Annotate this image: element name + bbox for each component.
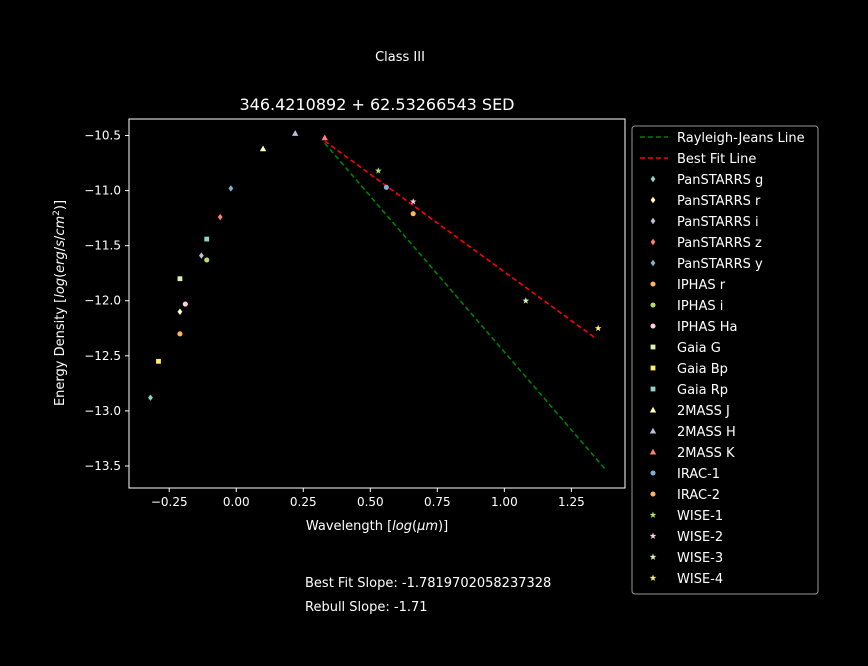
x-tick-label: 0.75 bbox=[424, 495, 451, 509]
legend-swatch-gaia-bp bbox=[650, 365, 656, 371]
y-tick-label: −13.5 bbox=[84, 459, 121, 473]
y-tick-label: −13.0 bbox=[84, 404, 121, 418]
legend-swatch-wise-1 bbox=[649, 511, 657, 518]
data-points bbox=[148, 130, 602, 401]
iphas-i-point bbox=[204, 257, 210, 263]
legend-label-wise-1: WISE-1 bbox=[677, 509, 723, 524]
panstarrs-z-point bbox=[217, 213, 223, 221]
iphas-ha-point bbox=[182, 301, 188, 307]
legend-swatch-2mass-h bbox=[649, 427, 657, 434]
irac-1-point bbox=[383, 184, 389, 190]
legend-label-wise-2: WISE-2 bbox=[677, 530, 723, 545]
legend-label-iphas-i: IPHAS i bbox=[677, 299, 723, 314]
legend-label-irac-2: IRAC-2 bbox=[677, 488, 720, 503]
legend-label-best-fit-line: Best Fit Line bbox=[677, 152, 756, 167]
legend-label-panstarrs-y: PanSTARRS y bbox=[677, 257, 763, 272]
rebull-slope-note: Rebull Slope: -1.71 bbox=[305, 600, 428, 615]
wise-1-point bbox=[374, 167, 382, 174]
legend-label-wise-3: WISE-3 bbox=[677, 551, 723, 566]
legend-swatch-panstarrs-y bbox=[650, 259, 656, 267]
2mass-h-point bbox=[292, 130, 299, 136]
wise-3-point bbox=[522, 297, 530, 304]
legend-label-gaia-bp: Gaia Bp bbox=[677, 362, 728, 377]
irac-2-point bbox=[410, 211, 416, 217]
2mass-k-point bbox=[321, 134, 328, 141]
panstarrs-r-point bbox=[177, 308, 183, 315]
gaia-rp-point bbox=[204, 236, 210, 242]
legend-label-iphas-ha: IPHAS Ha bbox=[677, 320, 737, 335]
legend-swatch-iphas-i bbox=[650, 302, 656, 308]
legend-label-rayleigh-jeans-line: Rayleigh-Jeans Line bbox=[677, 131, 805, 146]
x-tick-label: 1.25 bbox=[558, 495, 585, 509]
fit-lines bbox=[324, 140, 607, 471]
x-tick-label: 1.00 bbox=[491, 495, 518, 509]
legend-label-irac-1: IRAC-1 bbox=[677, 467, 720, 482]
figure-suptitle: Class III bbox=[375, 50, 425, 65]
legend-swatch-iphas-ha bbox=[650, 323, 656, 329]
legend-swatch-panstarrs-g bbox=[650, 175, 656, 183]
wise-4-point bbox=[594, 324, 602, 332]
legend-swatch-2mass-k bbox=[649, 448, 657, 455]
legend-swatch-gaia-g bbox=[650, 344, 656, 350]
legend-swatch-2mass-j bbox=[649, 406, 657, 413]
legend-swatch-irac-2 bbox=[650, 491, 656, 497]
legend-label-panstarrs-z: PanSTARRS z bbox=[677, 236, 762, 251]
rayleigh-jeans-line-line bbox=[324, 142, 607, 471]
x-tick-label: −0.25 bbox=[151, 495, 188, 509]
legend-label-panstarrs-i: PanSTARRS i bbox=[677, 215, 759, 230]
legend-swatch-irac-1 bbox=[650, 470, 656, 476]
x-tick-label: 0.50 bbox=[357, 495, 384, 509]
panstarrs-g-point bbox=[148, 394, 153, 401]
legend-swatch-iphas-r bbox=[650, 281, 656, 287]
legend-label-panstarrs-r: PanSTARRS r bbox=[677, 194, 761, 209]
legend-swatch-wise-4 bbox=[649, 574, 657, 581]
y-tick-label: −11.5 bbox=[84, 239, 121, 253]
x-axis: −0.25 0.00 0.25 0.50 0.75 1.00 1.25 bbox=[151, 488, 585, 509]
legend-label-2mass-j: 2MASS J bbox=[677, 404, 730, 419]
plot-frame bbox=[128, 118, 626, 489]
best-fit-line-line bbox=[324, 140, 596, 339]
legend-swatch-gaia-rp bbox=[650, 386, 656, 392]
legend-swatch-panstarrs-r bbox=[650, 196, 656, 204]
panstarrs-y-point bbox=[228, 185, 234, 192]
wise-2-point bbox=[409, 198, 417, 205]
legend-swatch-panstarrs-i bbox=[650, 217, 656, 225]
y-tick-label: −11.0 bbox=[84, 184, 121, 198]
y-tick-label: −12.0 bbox=[84, 294, 121, 308]
legend-label-wise-4: WISE-4 bbox=[677, 572, 723, 587]
legend-swatch-wise-3 bbox=[649, 553, 657, 560]
legend-swatch-panstarrs-z bbox=[650, 238, 656, 246]
legend-swatch-wise-2 bbox=[649, 532, 657, 539]
legend: Rayleigh-Jeans Line Best Fit Line PanSTARR… bbox=[631, 125, 819, 595]
legend-label-gaia-g: Gaia G bbox=[677, 341, 721, 356]
legend-label-gaia-rp: Gaia Rp bbox=[677, 383, 728, 398]
legend-label-2mass-h: 2MASS H bbox=[677, 425, 736, 440]
gaia-g-point bbox=[177, 276, 183, 282]
2mass-j-point bbox=[259, 145, 267, 152]
x-tick-label: 0.25 bbox=[290, 495, 317, 509]
best-fit-slope-note: Best Fit Slope: -1.7819702058237328 bbox=[305, 576, 552, 591]
y-axis-label: Energy Density [log(erg/s/cm2)] bbox=[52, 200, 68, 406]
y-axis: −10.5 −11.0 −11.5 −12.0 −12.5 −13.0 −13.5 bbox=[84, 129, 129, 473]
panstarrs-i-point bbox=[198, 252, 204, 259]
y-tick-label: −12.5 bbox=[84, 349, 121, 363]
legend-label-2mass-k: 2MASS K bbox=[677, 446, 735, 461]
x-tick-label: 0.00 bbox=[223, 495, 250, 509]
gaia-bp-point bbox=[156, 358, 161, 364]
iphas-r-point bbox=[177, 331, 183, 337]
x-axis-label: Wavelength [log(μm)] bbox=[306, 519, 448, 534]
legend-label-iphas-r: IPHAS r bbox=[677, 278, 726, 293]
chart-title: 346.4210892 + 62.53266543 SED bbox=[239, 95, 514, 114]
y-tick-label: −10.5 bbox=[84, 129, 121, 143]
legend-frame bbox=[631, 125, 819, 595]
legend-label-panstarrs-g: PanSTARRS g bbox=[677, 173, 763, 188]
